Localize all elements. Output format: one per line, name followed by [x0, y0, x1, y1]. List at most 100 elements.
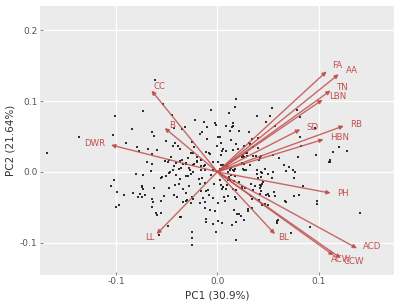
- Point: [241, 168, 248, 173]
- Point: [228, 173, 234, 178]
- Point: [241, 218, 248, 223]
- Point: [218, 141, 224, 146]
- Text: BL: BL: [278, 233, 289, 242]
- Point: [174, 195, 180, 200]
- Point: [312, 125, 318, 130]
- Point: [312, 152, 319, 157]
- Point: [188, 151, 194, 156]
- Point: [180, 200, 186, 204]
- Point: [229, 124, 235, 129]
- Point: [240, 153, 246, 158]
- Text: AA: AA: [346, 66, 358, 75]
- Point: [151, 134, 157, 139]
- Point: [134, 145, 140, 150]
- Point: [230, 121, 236, 125]
- Point: [250, 145, 256, 150]
- Point: [180, 162, 186, 167]
- Point: [257, 182, 263, 187]
- Point: [172, 183, 178, 188]
- Point: [165, 223, 171, 228]
- Point: [296, 193, 302, 198]
- Point: [158, 174, 165, 179]
- Point: [219, 185, 226, 190]
- Point: [76, 134, 82, 139]
- Point: [313, 198, 320, 203]
- Point: [176, 181, 182, 186]
- Point: [230, 187, 236, 192]
- Point: [215, 159, 221, 164]
- Point: [219, 148, 226, 153]
- Point: [252, 184, 258, 189]
- Point: [183, 173, 189, 178]
- Point: [234, 147, 241, 152]
- Point: [204, 137, 210, 142]
- Point: [239, 187, 245, 192]
- Point: [255, 136, 261, 140]
- Point: [111, 114, 118, 118]
- Point: [344, 148, 350, 153]
- Point: [189, 230, 196, 235]
- Point: [149, 151, 155, 156]
- Point: [233, 219, 239, 224]
- Point: [248, 194, 254, 199]
- Point: [203, 220, 209, 225]
- Point: [189, 243, 196, 248]
- Point: [297, 135, 304, 140]
- Point: [234, 211, 240, 216]
- Point: [111, 178, 117, 183]
- Point: [139, 195, 145, 200]
- Point: [188, 235, 195, 240]
- Point: [199, 176, 205, 181]
- Point: [207, 152, 213, 157]
- Point: [218, 152, 224, 157]
- Point: [166, 170, 173, 175]
- Point: [259, 171, 266, 176]
- Point: [227, 167, 233, 172]
- Point: [226, 129, 233, 134]
- Point: [183, 161, 190, 166]
- Point: [259, 203, 265, 208]
- Point: [256, 198, 262, 203]
- Point: [254, 168, 260, 173]
- Point: [236, 180, 242, 185]
- Point: [202, 199, 208, 204]
- Point: [274, 219, 280, 224]
- Point: [190, 196, 196, 201]
- Point: [245, 207, 252, 211]
- Point: [202, 189, 209, 194]
- Point: [245, 208, 251, 213]
- Point: [154, 147, 160, 152]
- Point: [171, 125, 178, 130]
- Point: [180, 187, 186, 192]
- Point: [137, 192, 144, 196]
- Point: [224, 163, 230, 168]
- Point: [231, 179, 237, 184]
- Point: [197, 132, 203, 136]
- Text: TN: TN: [337, 83, 348, 92]
- Point: [257, 170, 264, 175]
- Point: [247, 142, 254, 147]
- Point: [275, 217, 282, 222]
- Point: [227, 177, 234, 182]
- Point: [223, 187, 230, 192]
- Point: [150, 199, 156, 204]
- Point: [232, 238, 239, 243]
- Point: [275, 155, 282, 160]
- Point: [212, 209, 218, 214]
- Point: [274, 220, 281, 225]
- Point: [138, 184, 145, 188]
- Point: [295, 155, 302, 160]
- Point: [178, 215, 185, 219]
- Point: [232, 195, 238, 200]
- Point: [232, 104, 238, 109]
- Point: [204, 125, 210, 130]
- Point: [292, 169, 298, 174]
- Point: [149, 205, 156, 210]
- Point: [236, 212, 242, 217]
- Point: [249, 197, 255, 202]
- Point: [270, 169, 276, 174]
- Point: [192, 117, 198, 122]
- Point: [272, 193, 278, 198]
- Point: [188, 201, 194, 206]
- Point: [233, 97, 239, 102]
